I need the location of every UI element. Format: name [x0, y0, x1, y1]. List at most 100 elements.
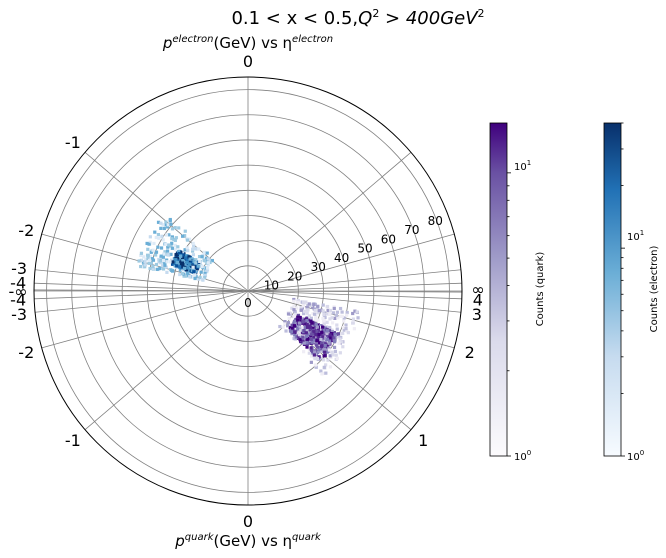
quark-hist-bin — [321, 358, 326, 362]
cbe-bottom-exp: 0 — [640, 449, 644, 457]
electron-hist-bin — [167, 233, 171, 237]
electron-hist-bin — [174, 258, 178, 262]
quark-hist-bin — [325, 320, 329, 324]
quark-hist-bin — [305, 305, 309, 310]
electron-hist-bin — [188, 274, 192, 279]
quark-hist-bin — [327, 329, 332, 333]
quark-hist-bin — [298, 315, 302, 320]
electron-hist-bin — [175, 264, 179, 268]
electron-hist-bin — [176, 245, 180, 249]
quark-hist-bin — [342, 328, 346, 332]
quark-hist-bin — [306, 336, 310, 341]
electron-hist-bin — [192, 270, 196, 274]
quark-hist-bin — [338, 351, 342, 355]
electron-hist-bin — [183, 234, 187, 238]
quark-hist-bin — [296, 298, 300, 303]
radial-tick-label: 0 — [244, 296, 252, 310]
colorbar-electron-label: Counts (electron) — [649, 246, 660, 333]
electron-hist-bin — [184, 264, 188, 268]
electron-hist-bin — [161, 267, 166, 271]
quark-hist-bin — [307, 302, 311, 306]
colorbar-electron-ticks — [621, 122, 625, 457]
eta-tick-label: 3 — [472, 305, 482, 324]
electron-hist-bin — [164, 220, 168, 224]
quark-hist-bin — [339, 314, 343, 318]
electron-hist-bin — [187, 268, 191, 272]
quark-hist-bin — [313, 350, 317, 354]
quark-hist-bin — [316, 323, 321, 327]
quark-hist-bin — [323, 315, 327, 320]
quark-hist-bin — [290, 330, 294, 334]
eta-tick-label: -1 — [65, 431, 81, 450]
angular-grid-line — [247, 269, 461, 292]
quark-hist-bin — [335, 327, 339, 331]
electron-hist-bin — [173, 238, 177, 243]
electron-hist-bin — [197, 247, 201, 251]
quark-hist-bin — [299, 308, 303, 312]
electron-hist-bin — [146, 253, 150, 257]
quark-hist-bin — [307, 324, 312, 328]
quark-hist-bin — [315, 325, 319, 329]
quark-hist-bin — [313, 312, 317, 316]
quark-hist-bin — [322, 322, 326, 326]
electron-hist-bin — [164, 233, 169, 237]
quark-hist-bin — [301, 311, 306, 316]
quark-hist-bin — [318, 341, 322, 345]
quark-hist-bin — [283, 319, 287, 324]
electron-hist-bin — [207, 258, 211, 263]
electron-hist-bin — [139, 251, 144, 255]
quark-hist-bin — [325, 334, 329, 338]
title-plain: 0.1 < x < 0.5, — [231, 8, 358, 29]
quark-hist-bin — [356, 316, 360, 320]
electron-hist-bin — [156, 232, 160, 237]
cbq-bottom-exp: 0 — [527, 449, 531, 457]
quark-hist-bin — [328, 354, 332, 358]
quark-hist-bin — [309, 346, 313, 350]
eta-tick-label: -2 — [18, 343, 34, 362]
electron-hist-bin — [146, 256, 150, 261]
quark-hist-bin — [319, 349, 324, 353]
radial-tick-label: 80 — [428, 214, 443, 228]
quark-hist-bin — [340, 314, 344, 318]
quark-hist-bin — [330, 338, 335, 342]
quark-hist-bin — [296, 318, 300, 322]
quark-axis-label: pquark(GeV) vs ηquark — [174, 532, 322, 550]
quark-hist-bin — [322, 371, 326, 376]
electron-hist-bin — [146, 247, 150, 251]
cbe-bottom-base: 10 — [627, 452, 640, 463]
electron-hist-bin — [169, 252, 173, 256]
electron-hist-bin — [183, 248, 187, 252]
electron-hist-bin — [170, 246, 174, 250]
quark-hist-bin — [301, 304, 306, 308]
quark-hist-bin — [321, 303, 325, 307]
electron-hist-bin — [158, 259, 162, 263]
quark-hist-bin — [320, 341, 324, 345]
quark-hist-bin — [314, 322, 318, 326]
quark-hist-bin — [304, 331, 308, 335]
quark-hist-bin — [335, 356, 339, 360]
electron-hist-bin — [147, 242, 151, 246]
electron-hist-bin — [181, 268, 185, 272]
quark-hist-bin — [302, 341, 306, 345]
quark-hist-bin — [327, 311, 332, 315]
electron-hist-bin — [155, 267, 159, 271]
colorbar-electron: 101 100 Counts (electron) — [603, 122, 660, 463]
electron-hist-bin — [203, 268, 207, 272]
quark-hist-bin — [332, 337, 336, 342]
quark-hist-bin — [317, 325, 321, 330]
histogram-layer — [137, 217, 360, 376]
electron-hist-bin — [162, 252, 166, 256]
electron-hist-bin — [203, 273, 208, 277]
electron-hist-bin — [187, 255, 191, 259]
quark-hist-bin — [333, 349, 338, 354]
quark-hist-bin — [322, 312, 326, 317]
quark-hist-bin — [310, 332, 314, 336]
quark-hist-bin — [292, 324, 297, 328]
quark-hist-bin — [316, 304, 320, 308]
cbe-top-base: 10 — [627, 232, 640, 243]
electron-hist-bin — [205, 270, 209, 274]
quark-hist-bin — [309, 303, 313, 307]
quark-hist-bin — [331, 311, 335, 315]
electron-hist-bin — [205, 266, 210, 270]
electron-hist-bin — [144, 257, 148, 261]
